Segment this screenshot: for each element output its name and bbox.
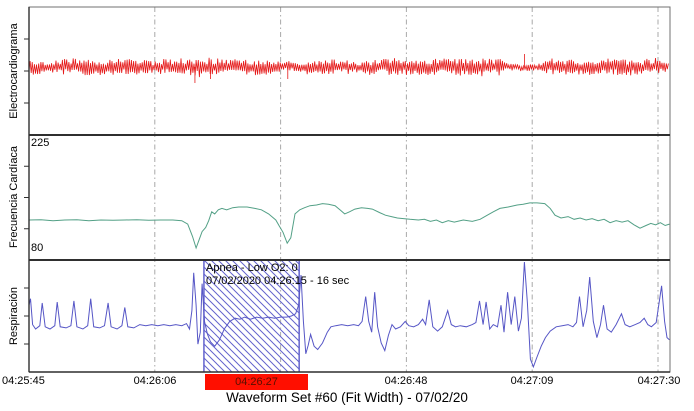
event-time-band[interactable]: 04:26:27	[205, 373, 308, 390]
heart-rate-trace	[28, 202, 670, 250]
event-annotation-line1: Apnea - Low O2: 0	[206, 262, 298, 274]
page-title: Waveform Set #60 (Fit Width) - 07/02/20	[226, 390, 468, 405]
time-label-4: 04:27:09	[510, 375, 554, 387]
heart-rate-panel-label: Frecuencia Cardíaca	[8, 145, 20, 249]
ecg-trace	[28, 57, 669, 78]
time-label-0: 04:25:45	[2, 375, 45, 387]
ecg-panel-label: Electrocardiograma	[8, 23, 20, 119]
time-label-1: 04:26:06	[133, 375, 177, 387]
event-time-band-label: 04:26:27	[235, 375, 278, 388]
event-annotation: Apnea - Low O2: 0 07/02/2020 04:26:15 - …	[206, 262, 349, 287]
respiration-trace	[28, 261, 670, 369]
time-label-3: 04:26:48	[384, 375, 428, 387]
hr-scale-max: 225	[31, 137, 50, 149]
hr-scale-min: 80	[31, 242, 44, 254]
event-annotation-line2: 07/02/2020 04:26:15 - 16 sec	[206, 274, 350, 287]
time-label-5: 04:27:30	[637, 375, 681, 387]
apnea-event-region[interactable]	[203, 261, 300, 372]
respiration-panel-label: Respiración	[8, 286, 20, 346]
